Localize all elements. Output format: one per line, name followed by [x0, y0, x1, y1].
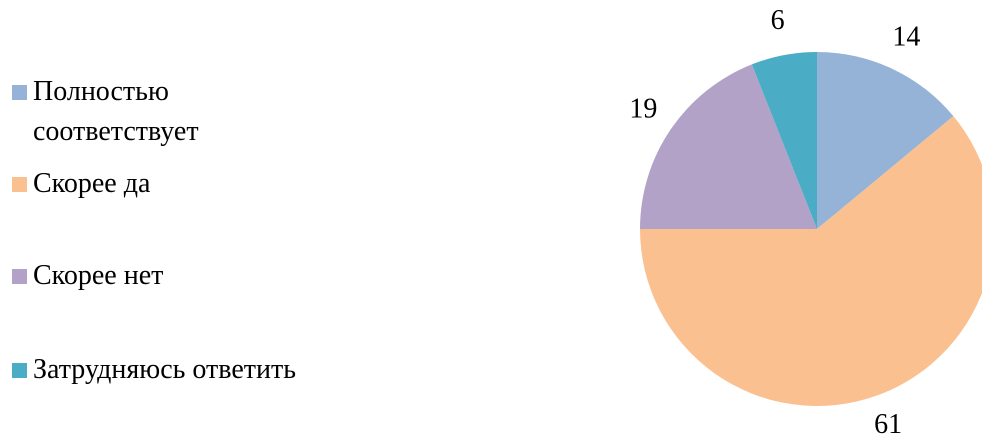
legend-item: Полностью соответствует: [12, 72, 272, 152]
data-label: 19: [629, 93, 657, 124]
legend-swatch: [12, 177, 27, 192]
legend-swatch: [12, 85, 27, 100]
pie-slice: [640, 64, 817, 229]
pie-slice: [640, 116, 982, 406]
legend-label: Полностью соответствует: [33, 76, 199, 147]
legend-item: Затрудняюсь ответить: [12, 350, 296, 390]
legend-label: Затрудняюсь ответить: [33, 354, 296, 385]
pie-slice: [817, 52, 954, 229]
legend-swatch: [12, 269, 27, 284]
pie-slice: [751, 52, 817, 229]
data-label: 14: [892, 21, 920, 52]
legend-label: Скорее нет: [33, 260, 164, 291]
data-label: 6: [771, 5, 785, 36]
legend-swatch: [12, 363, 27, 378]
data-label: 61: [874, 409, 902, 440]
legend-label: Скорее да: [33, 168, 151, 199]
legend-item: Скорее нет: [12, 256, 163, 296]
legend-item: Скорее да: [12, 164, 150, 204]
